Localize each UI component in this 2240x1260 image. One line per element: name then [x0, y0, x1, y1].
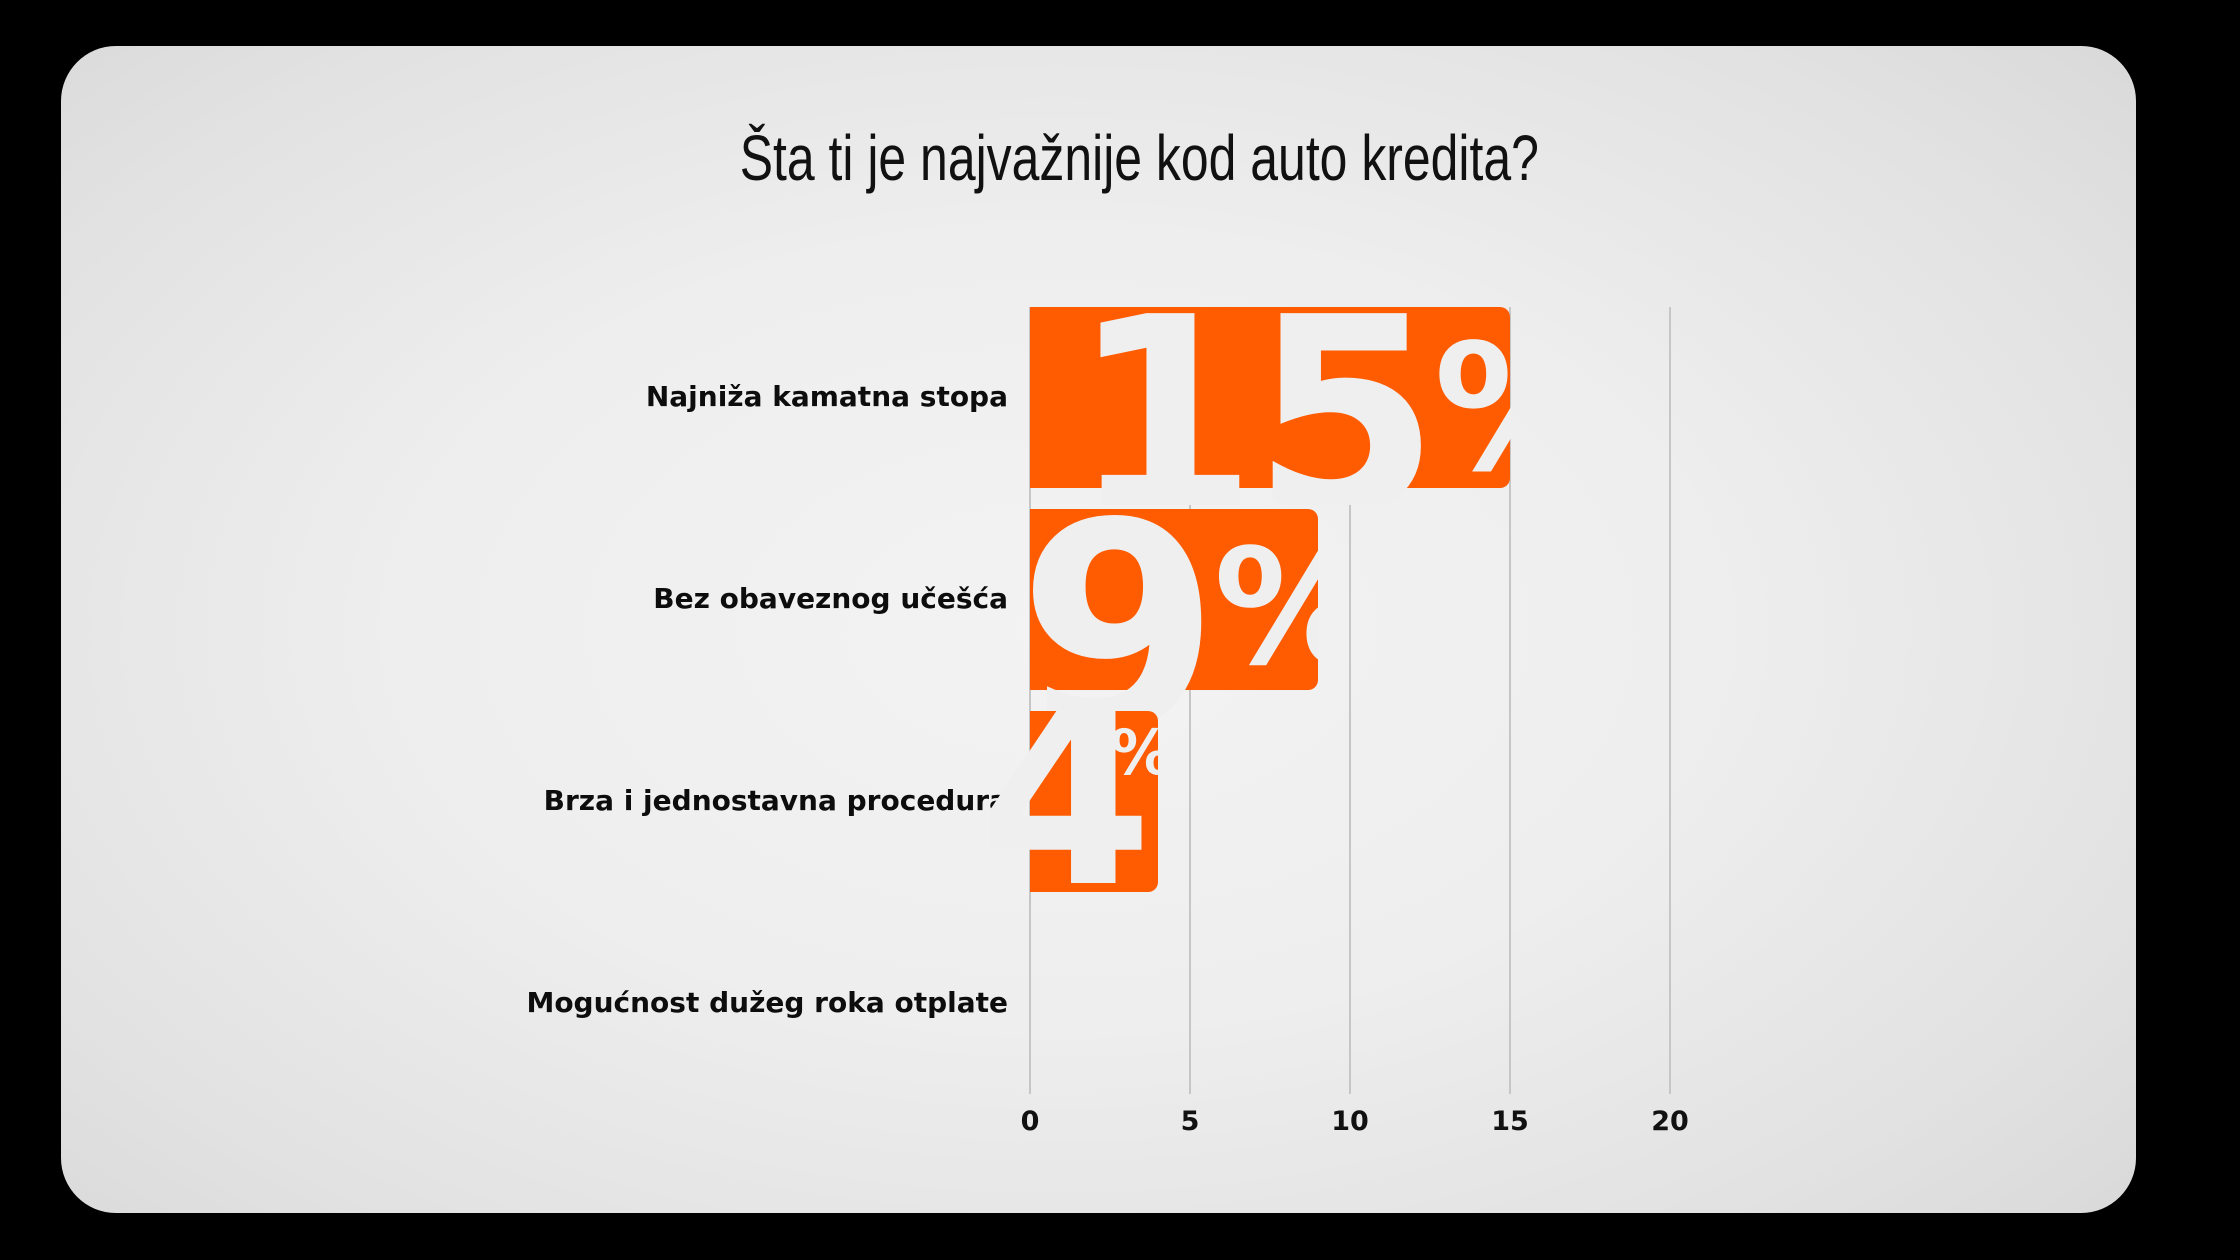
- bar-value-number: 15: [1070, 290, 1440, 505]
- x-tick-label: 15: [1491, 1106, 1529, 1137]
- bar-value-label: 15%: [1070, 290, 1511, 505]
- category-label: Najniža kamatna stopa: [645, 380, 1008, 413]
- bar-najniza-kamatna-stopa: [1030, 307, 1510, 488]
- bar-value-number: 9: [1018, 480, 1220, 731]
- x-tick-label: 10: [1331, 1106, 1369, 1137]
- bar-brza-i-jednostavna-procedura: [1030, 711, 1158, 892]
- gridline-10: [1349, 307, 1351, 1094]
- bar-value-clip: 4 %: [985, 690, 1159, 890]
- chart-title: Šta ti je najvažnije kod auto kredita?: [0, 118, 2240, 198]
- chart-title-text: Šta ti je najvažnije kod auto kredita?: [739, 122, 1539, 194]
- category-label: Bez obaveznog učešća: [653, 582, 1008, 615]
- bar-bez-obaveznog-ucesca: [1030, 509, 1318, 690]
- bar-value-label: 4: [985, 690, 1153, 890]
- bar-value-number: 4: [985, 690, 1153, 890]
- percent-sign: %: [1214, 528, 1319, 688]
- x-tick-label: 5: [1180, 1106, 1200, 1137]
- category-label: Mogućnost dužeg roka otplate: [526, 986, 1008, 1019]
- gridline-15: [1509, 307, 1511, 1094]
- percent-sign: %: [1434, 322, 1511, 497]
- bar-value-clip: 9%: [1000, 480, 1319, 731]
- gridline-5: [1189, 307, 1191, 1094]
- x-tick-label: 20: [1651, 1106, 1689, 1137]
- x-tick-label: 0: [1020, 1106, 1040, 1137]
- category-label: Brza i jednostavna procedura: [543, 784, 1008, 817]
- gridline-20: [1669, 307, 1671, 1094]
- bar-value-label: 9%: [1018, 486, 1319, 731]
- bar-value-clip: 15%: [1000, 290, 1511, 505]
- percent-sign: %: [1110, 722, 1159, 784]
- gridline-0: [1029, 307, 1031, 1094]
